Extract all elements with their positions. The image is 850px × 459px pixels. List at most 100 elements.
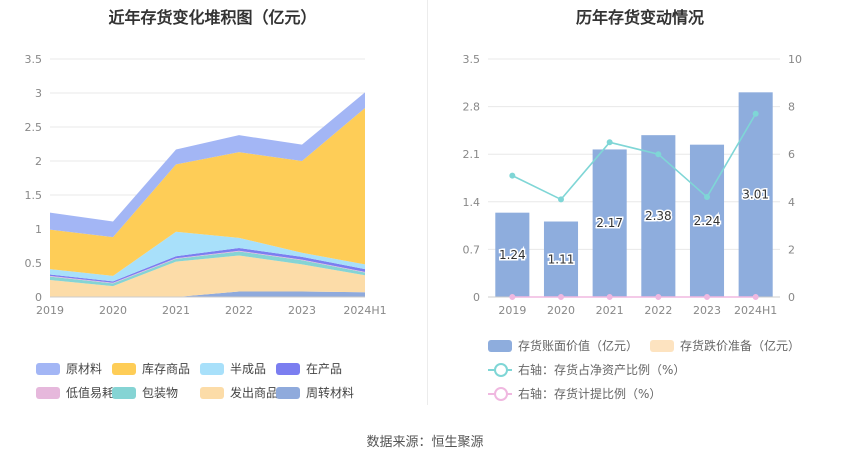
left-chart-title: 近年存货变化堆积图（亿元） bbox=[108, 8, 317, 27]
x-tick-label: 2021 bbox=[596, 304, 624, 317]
y-tick-label: 1 bbox=[35, 223, 42, 236]
bar-value-label: 2.24 bbox=[694, 214, 721, 228]
y-tick-label: 0 bbox=[35, 291, 42, 304]
y-tick-label: 0.5 bbox=[25, 257, 43, 270]
y2-tick-label: 6 bbox=[788, 148, 795, 161]
y-tick-label: 0.7 bbox=[463, 243, 481, 256]
area-series-1 bbox=[50, 255, 365, 297]
legend-swatch bbox=[112, 362, 136, 375]
legend-swatch bbox=[650, 339, 674, 352]
legend-label: 发出商品 bbox=[230, 386, 279, 400]
legend-label: 存货跌价准备（亿元） bbox=[680, 339, 801, 353]
line-point bbox=[606, 294, 613, 300]
right-chart-title: 历年存货变动情况 bbox=[575, 8, 704, 27]
legend-label: 存货账面价值（亿元） bbox=[518, 339, 639, 353]
bar bbox=[689, 144, 725, 297]
bar bbox=[543, 221, 579, 297]
y-tick-label: 2 bbox=[35, 155, 42, 168]
legend-item[interactable]: 低值易耗品 bbox=[36, 384, 126, 401]
y2-tick-label: 8 bbox=[788, 101, 795, 114]
y-tick-label: 2.8 bbox=[463, 101, 481, 114]
legend-item[interactable]: 存货跌价准备（亿元） bbox=[650, 337, 800, 354]
bar-value-label: 1.24 bbox=[499, 248, 526, 262]
legend-item[interactable]: 库存商品 bbox=[112, 360, 190, 377]
x-tick-label: 2024H1 bbox=[343, 304, 386, 317]
area-series-2 bbox=[50, 251, 365, 287]
y2-tick-label: 4 bbox=[788, 196, 795, 209]
x-tick-label: 2019 bbox=[36, 304, 64, 317]
legend-item[interactable]: 存货账面价值（亿元） bbox=[488, 337, 638, 354]
bar-line-chart: 0 0.7 1.4 2.1 2.8 3.5 0 2 4 6 8 10 1.24 1.11 2.17 2.38 2… bbox=[463, 53, 803, 317]
legend-swatch bbox=[488, 339, 512, 352]
legend-swatch bbox=[276, 386, 300, 399]
y2-tick-label: 2 bbox=[788, 243, 795, 256]
legend-label: 低值易耗品 bbox=[66, 386, 127, 400]
line-point bbox=[655, 151, 662, 158]
legend-swatch bbox=[112, 386, 136, 399]
y-tick-label: 1.5 bbox=[25, 189, 43, 202]
legend-label: 半成品 bbox=[230, 362, 267, 376]
legend-item[interactable]: 右轴：存货计提比例（%） bbox=[488, 385, 661, 402]
legend-item[interactable]: 发出商品 bbox=[200, 384, 278, 401]
stacked-area-chart: 0 0.5 1 1.5 2 2.5 3 3.5 2019 2020 2021 2022 2023 2024… bbox=[25, 53, 387, 317]
legend-label: 右轴：存货占净资产比例（%） bbox=[518, 363, 686, 377]
y2-tick-label: 0 bbox=[788, 291, 795, 304]
legend-item[interactable]: 周转材料 bbox=[276, 384, 354, 401]
line-point bbox=[606, 139, 613, 146]
x-tick-label: 2024H1 bbox=[734, 304, 777, 317]
area-series-7 bbox=[50, 92, 365, 238]
x-tick-label: 2022 bbox=[644, 304, 672, 317]
bar bbox=[641, 135, 676, 297]
line-point bbox=[752, 294, 759, 300]
line-point bbox=[752, 110, 759, 117]
y-tick-label: 2.1 bbox=[463, 148, 481, 161]
legend-label: 原材料 bbox=[66, 362, 103, 376]
bar bbox=[592, 149, 627, 297]
area-series-5 bbox=[50, 231, 365, 282]
panel-divider bbox=[427, 0, 428, 405]
y-tick-label: 0 bbox=[473, 291, 480, 304]
legend-item[interactable]: 原材料 bbox=[36, 360, 102, 377]
line-point bbox=[704, 194, 710, 201]
y-tick-label: 3.5 bbox=[463, 53, 481, 66]
legend-label: 包装物 bbox=[142, 386, 179, 400]
bar-value-label: 3.01 bbox=[742, 188, 769, 202]
area-series-6 bbox=[50, 107, 365, 276]
y-tick-label: 3 bbox=[35, 87, 42, 100]
y-tick-label: 2.5 bbox=[25, 121, 43, 134]
x-tick-label: 2023 bbox=[693, 304, 721, 317]
x-tick-label: 2022 bbox=[225, 304, 253, 317]
legend-swatch bbox=[36, 386, 60, 399]
bar bbox=[495, 212, 530, 297]
legend-item[interactable]: 半成品 bbox=[200, 360, 266, 377]
bar-value-label: 1.11 bbox=[548, 252, 575, 266]
area-series-4 bbox=[50, 248, 365, 283]
x-tick-label: 2021 bbox=[162, 304, 190, 317]
legend-swatch bbox=[36, 362, 60, 375]
legend-label: 右轴：存货计提比例（%） bbox=[518, 387, 662, 401]
line-point bbox=[558, 294, 564, 300]
x-tick-label: 2019 bbox=[498, 304, 526, 317]
legend-line-marker bbox=[488, 362, 512, 377]
legend-line-marker bbox=[488, 386, 512, 401]
line-point bbox=[704, 294, 710, 300]
x-tick-label: 2023 bbox=[288, 304, 316, 317]
line-point bbox=[655, 294, 662, 300]
legend-label: 库存商品 bbox=[142, 362, 191, 376]
legend-swatch bbox=[200, 386, 224, 399]
x-tick-label: 2020 bbox=[547, 304, 575, 317]
x-tick-label: 2020 bbox=[99, 304, 127, 317]
line-point bbox=[509, 294, 516, 300]
bar bbox=[738, 92, 773, 297]
data-source-note: 数据来源：恒生聚源 bbox=[366, 435, 484, 450]
bar-value-label: 2.38 bbox=[645, 209, 672, 223]
legend-swatch bbox=[276, 362, 300, 375]
legend-item[interactable]: 右轴：存货占净资产比例（%） bbox=[488, 361, 685, 378]
line-point bbox=[558, 196, 564, 203]
legend-item[interactable]: 包装物 bbox=[112, 384, 178, 401]
legend-item[interactable]: 在产品 bbox=[276, 360, 342, 377]
y-tick-label: 3.5 bbox=[25, 53, 43, 66]
legend-label: 在产品 bbox=[306, 362, 343, 376]
line-point bbox=[509, 172, 516, 179]
line-series-1 bbox=[511, 113, 757, 201]
